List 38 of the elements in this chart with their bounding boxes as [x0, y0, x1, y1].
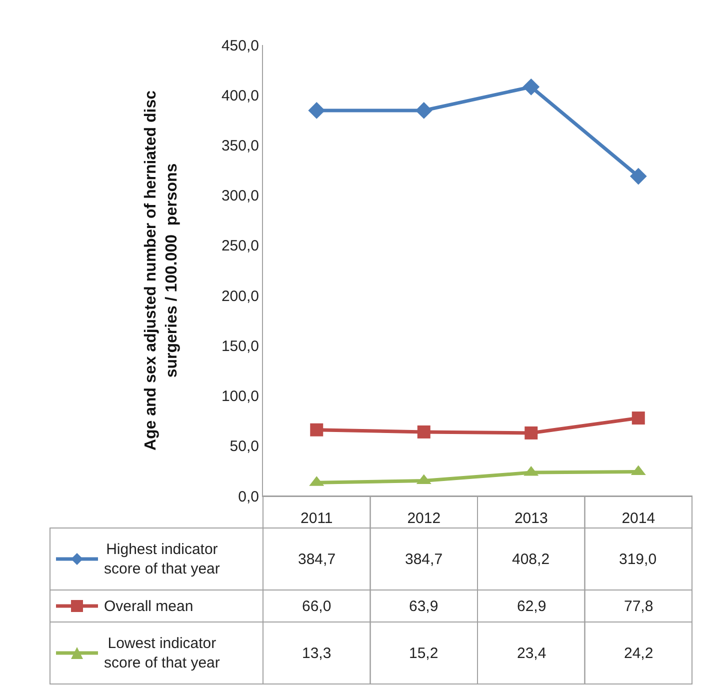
y-tick-label: 300,0	[221, 188, 259, 205]
y-tick-label: 50,0	[230, 438, 259, 456]
y-tick-label: 100,0	[221, 388, 259, 406]
y-tick-label: 150,0	[221, 338, 259, 355]
data-label: 77,8	[624, 598, 654, 615]
y-tick-label: 400,0	[221, 87, 259, 104]
data-label: 23,4	[517, 645, 546, 662]
data-label: 408,2	[512, 551, 550, 568]
point	[524, 426, 538, 440]
data-label: 13,3	[302, 645, 332, 662]
point	[310, 423, 324, 436]
data-label: 63,9	[409, 598, 438, 615]
legend-label: Highest indicator score of that year	[104, 541, 220, 578]
data-label: 384,7	[405, 551, 443, 568]
x-tick-label: 2012	[407, 510, 441, 527]
point	[522, 78, 540, 96]
x-tick-label: 2013	[514, 510, 548, 527]
y-tick-label: 200,0	[221, 288, 259, 305]
x-tick-label: 2011	[300, 510, 333, 527]
y-tick-label: 450,0	[221, 37, 259, 54]
y-tick-label: 250,0	[221, 238, 259, 255]
x-tick-label: 2014	[622, 510, 656, 527]
legend-label: Lowest indicator score of that year	[104, 635, 220, 672]
data-label: 62,9	[517, 598, 546, 615]
point	[415, 102, 432, 119]
y-tick-label: 0,0	[238, 488, 259, 506]
y-axis-title: Age and sex adjusted number of herniated disc surgeries / 100.000 persons	[142, 90, 180, 451]
y-tick-label: 350,0	[221, 137, 259, 154]
data-label: 319,0	[619, 551, 657, 568]
point	[632, 412, 645, 425]
data-label: 66,0	[302, 598, 332, 615]
legend-label: Overall mean	[104, 598, 194, 615]
point	[630, 168, 647, 185]
data-label: 384,7	[298, 551, 336, 568]
point	[417, 425, 430, 438]
data-label: 15,2	[409, 645, 438, 662]
point	[308, 102, 326, 119]
data-label: 24,2	[624, 645, 654, 662]
